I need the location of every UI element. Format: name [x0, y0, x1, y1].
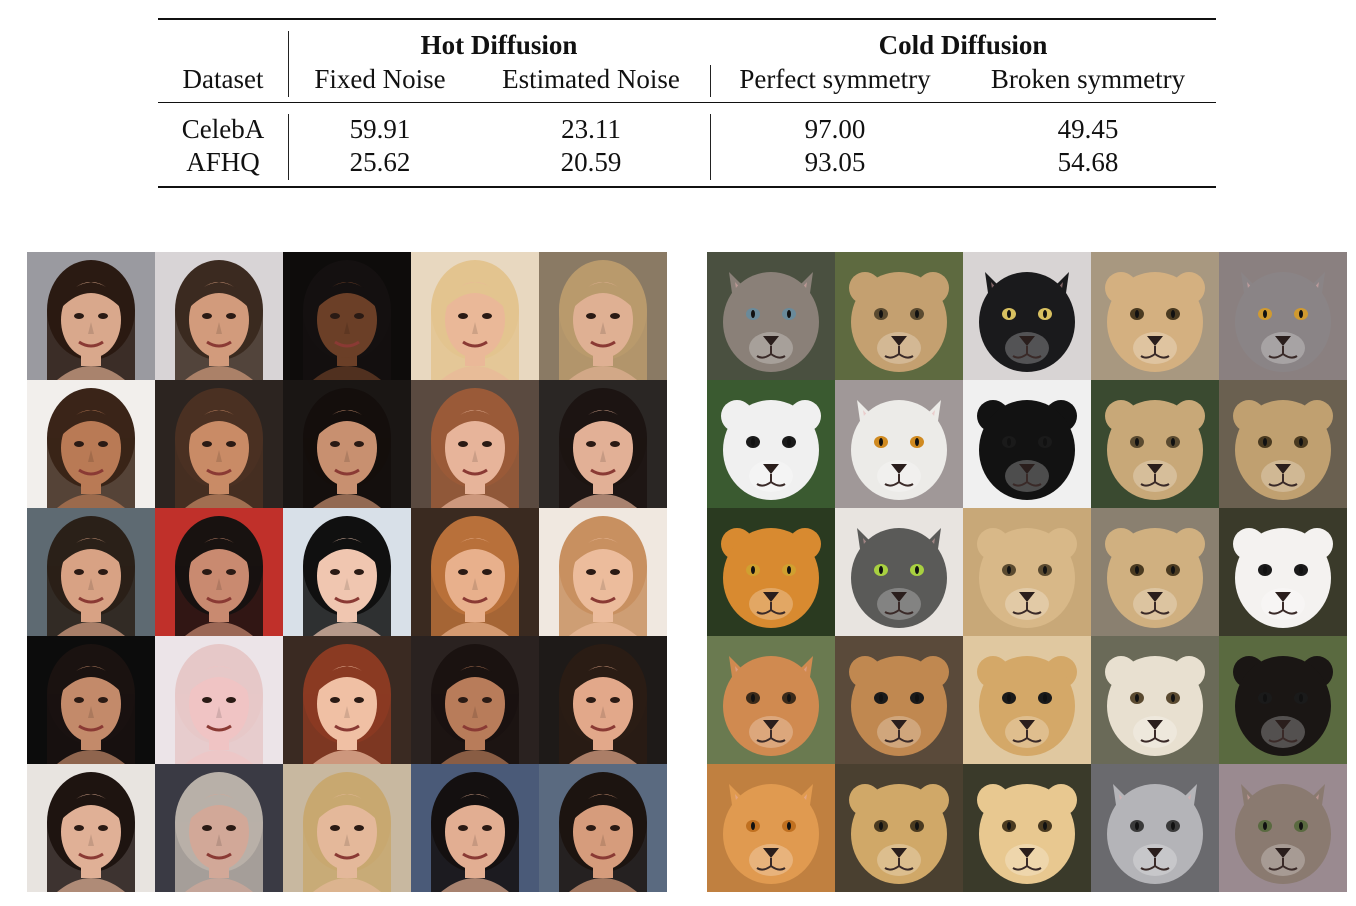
- afhq-sample-image: [1091, 636, 1219, 764]
- cell-afhq-estimated-noise: 20.59: [560, 147, 622, 177]
- afhq-sample-image: [1091, 252, 1219, 380]
- results-table: Hot Diffusion Cold Diffusion Dataset Fix…: [158, 18, 1216, 190]
- celeba-sample-image: [411, 252, 539, 380]
- celeba-sample-image: [27, 508, 155, 636]
- cell-afhq-perfect-symmetry: 93.05: [804, 147, 866, 177]
- celeba-sample-image: [539, 764, 667, 892]
- separator-dataset-header: [288, 31, 289, 97]
- row-dataset-celeba: CelebA: [181, 114, 265, 144]
- afhq-sample-image: [707, 764, 835, 892]
- celeba-samples-grid: [27, 252, 667, 892]
- celeba-sample-image: [155, 380, 283, 508]
- celeba-sample-image: [411, 380, 539, 508]
- afhq-sample-image: [707, 508, 835, 636]
- afhq-sample-image: [963, 252, 1091, 380]
- celeba-sample-image: [539, 508, 667, 636]
- afhq-sample-image: [835, 636, 963, 764]
- separator-hot-cold-body: [710, 114, 711, 180]
- celeba-sample-image: [27, 252, 155, 380]
- afhq-sample-image: [1219, 380, 1347, 508]
- celeba-sample-image: [27, 636, 155, 764]
- table-mid-rule: [158, 102, 1216, 103]
- column-header-fixed-noise: Fixed Noise: [314, 64, 446, 94]
- afhq-sample-image: [963, 508, 1091, 636]
- afhq-sample-image: [835, 764, 963, 892]
- separator-dataset-body: [288, 114, 289, 180]
- celeba-sample-image: [411, 764, 539, 892]
- separator-hot-cold-header: [710, 65, 711, 97]
- afhq-sample-image: [707, 252, 835, 380]
- celeba-sample-image: [155, 252, 283, 380]
- celeba-sample-image: [155, 636, 283, 764]
- celeba-sample-image: [283, 508, 411, 636]
- cell-afhq-fixed-noise: 25.62: [349, 147, 411, 177]
- celeba-sample-image: [539, 252, 667, 380]
- cell-celeba-estimated-noise: 23.11: [561, 114, 621, 144]
- afhq-sample-image: [1219, 252, 1347, 380]
- afhq-sample-image: [1219, 636, 1347, 764]
- celeba-sample-image: [283, 764, 411, 892]
- column-header-broken-symmetry: Broken symmetry: [990, 64, 1186, 94]
- afhq-sample-image: [707, 636, 835, 764]
- celeba-sample-image: [283, 636, 411, 764]
- row-dataset-afhq: AFHQ: [186, 147, 260, 177]
- afhq-sample-image: [963, 380, 1091, 508]
- celeba-sample-image: [155, 508, 283, 636]
- afhq-sample-image: [835, 380, 963, 508]
- celeba-sample-image: [283, 252, 411, 380]
- afhq-sample-image: [1091, 764, 1219, 892]
- celeba-sample-image: [155, 764, 283, 892]
- cell-celeba-fixed-noise: 59.91: [349, 114, 411, 144]
- column-header-estimated-noise: Estimated Noise: [502, 64, 680, 94]
- celeba-sample-image: [411, 636, 539, 764]
- table-top-rule: [158, 18, 1216, 20]
- celeba-sample-image: [411, 508, 539, 636]
- celeba-sample-image: [27, 380, 155, 508]
- group-header-cold-diffusion: Cold Diffusion: [878, 30, 1048, 60]
- celeba-sample-image: [283, 380, 411, 508]
- cell-celeba-perfect-symmetry: 97.00: [804, 114, 866, 144]
- cell-afhq-broken-symmetry: 54.68: [1057, 147, 1119, 177]
- cell-celeba-broken-symmetry: 49.45: [1057, 114, 1119, 144]
- celeba-sample-image: [539, 636, 667, 764]
- afhq-sample-image: [707, 380, 835, 508]
- afhq-sample-image: [1091, 508, 1219, 636]
- afhq-sample-image: [835, 252, 963, 380]
- celeba-sample-image: [27, 764, 155, 892]
- celeba-sample-image: [539, 380, 667, 508]
- afhq-sample-image: [1091, 380, 1219, 508]
- afhq-sample-image: [963, 764, 1091, 892]
- afhq-sample-image: [963, 636, 1091, 764]
- group-header-hot-diffusion: Hot Diffusion: [420, 30, 578, 60]
- afhq-sample-image: [835, 508, 963, 636]
- table-bottom-rule: [158, 186, 1216, 188]
- afhq-sample-image: [1219, 764, 1347, 892]
- column-header-dataset: Dataset: [182, 64, 264, 94]
- afhq-sample-image: [1219, 508, 1347, 636]
- column-header-perfect-symmetry: Perfect symmetry: [739, 64, 931, 94]
- afhq-samples-grid: [707, 252, 1347, 892]
